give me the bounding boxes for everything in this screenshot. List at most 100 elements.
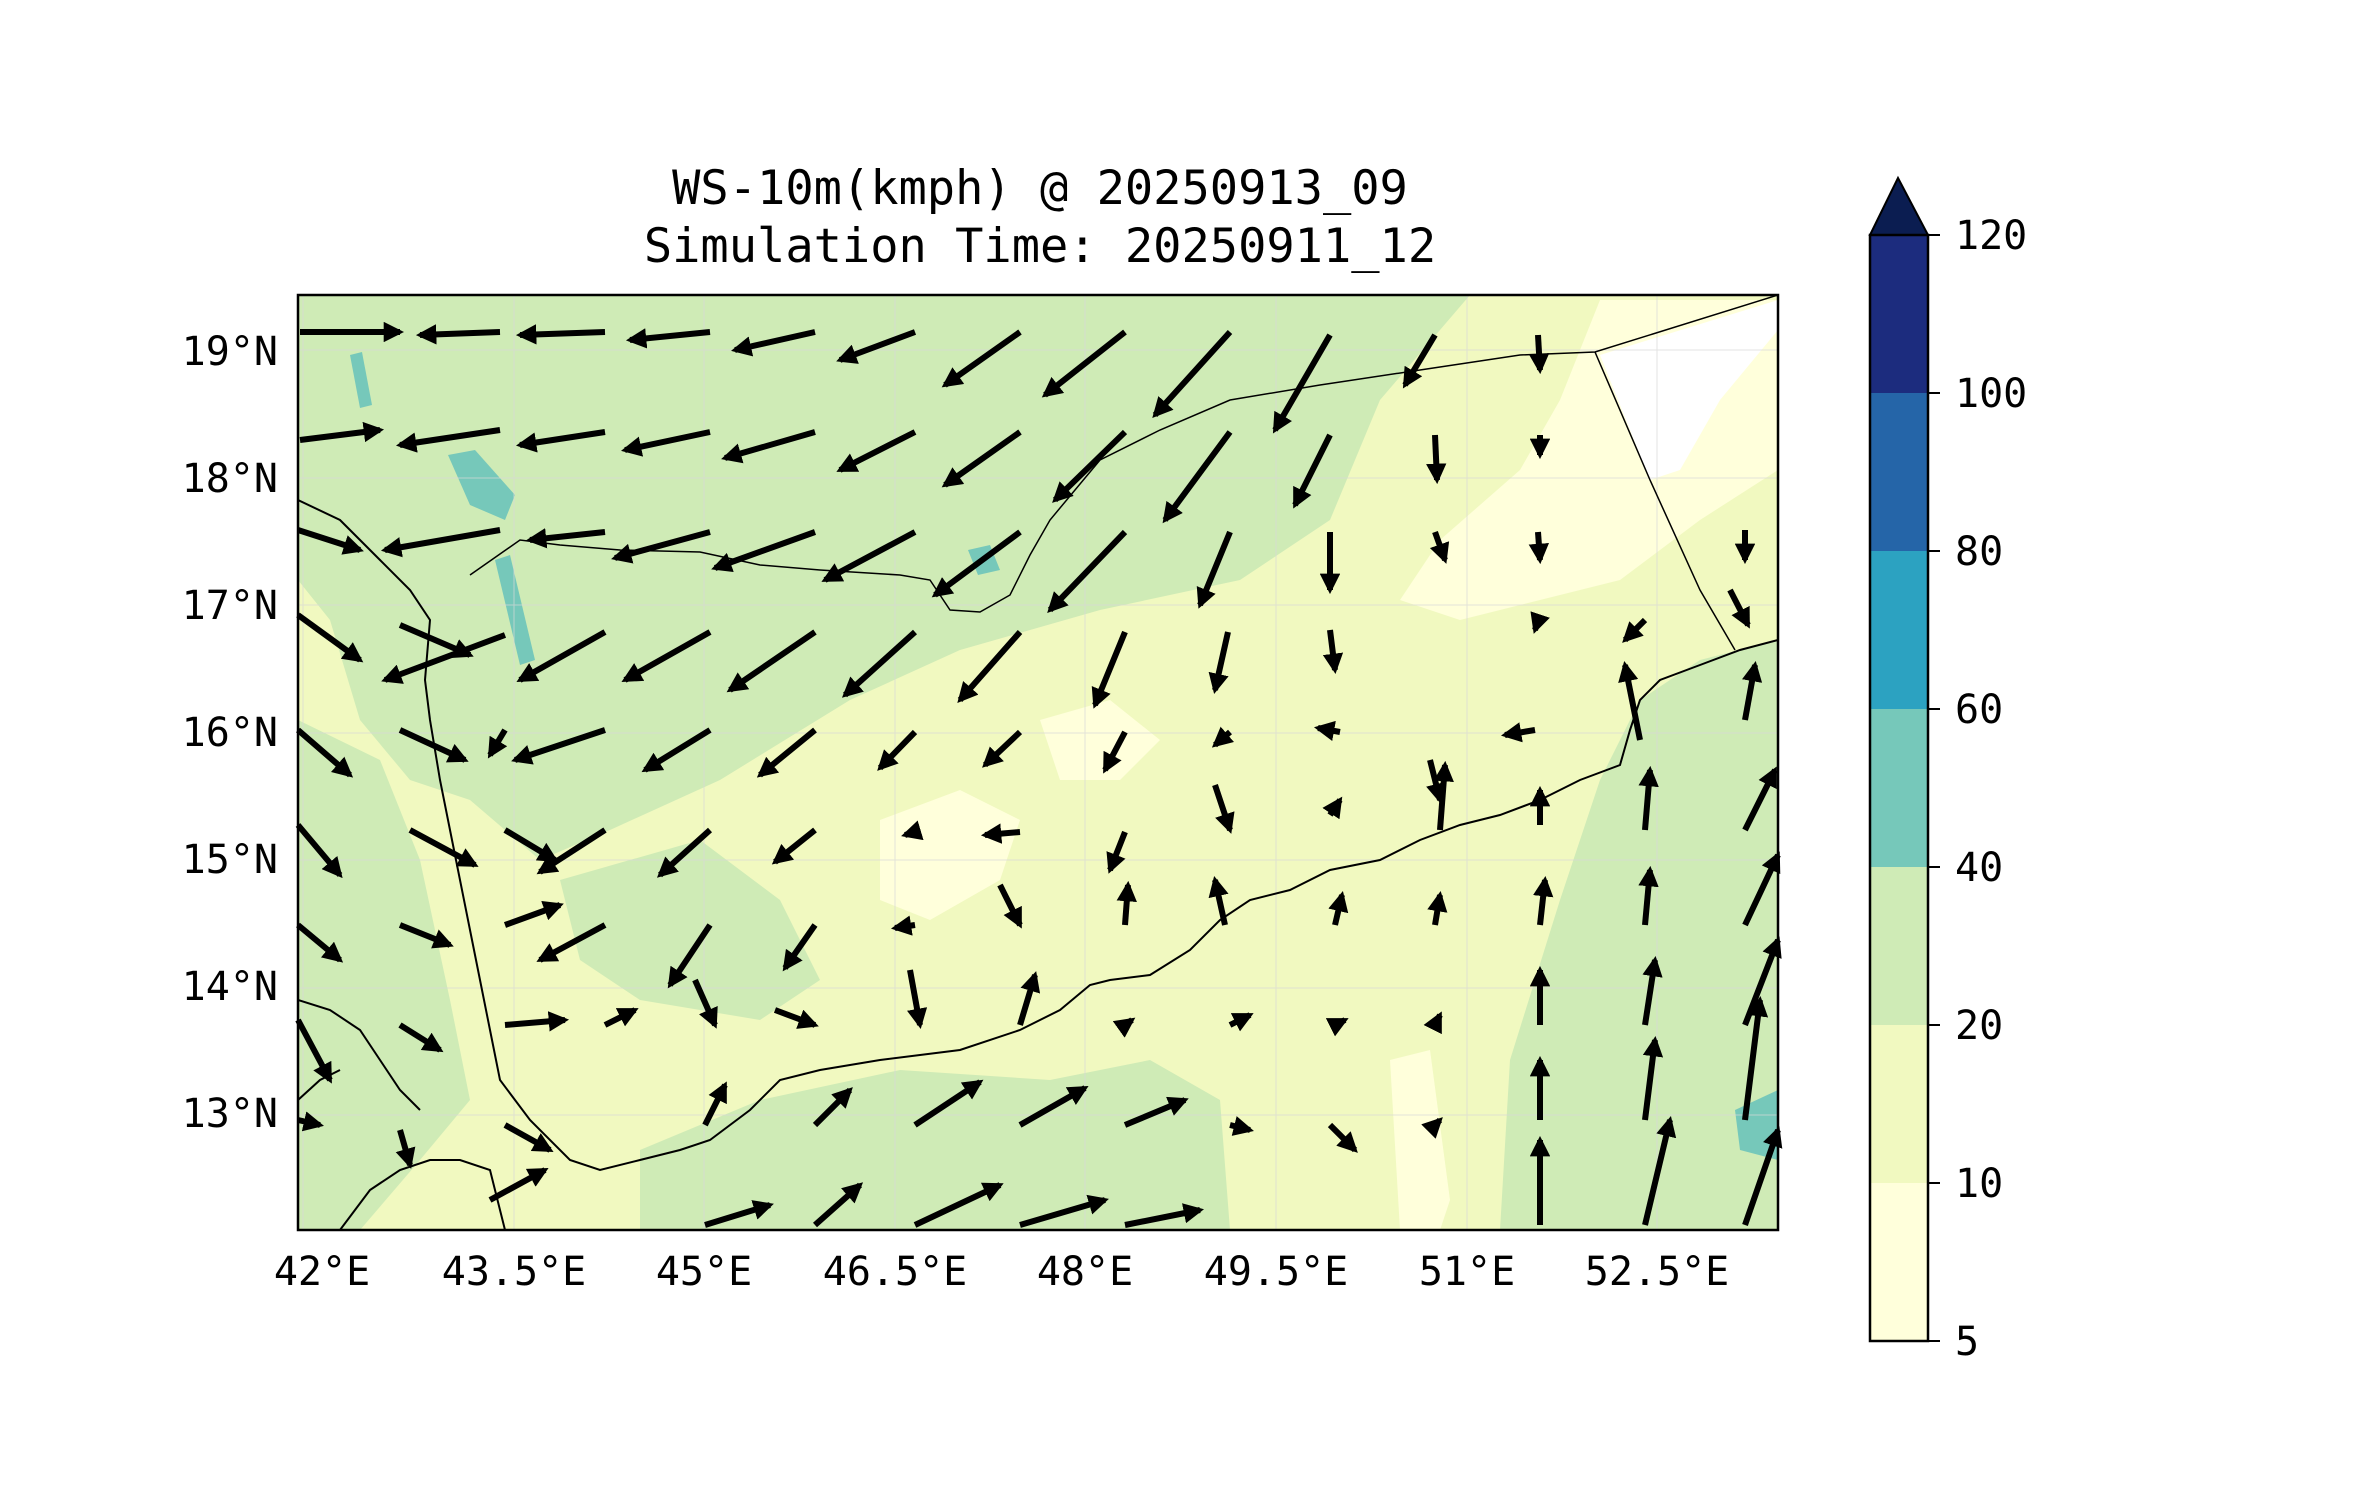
wind-arrow-129 [1019,1194,1109,1228]
wind-arrow-69 [536,827,607,875]
wind-arrow-75 [1212,784,1235,834]
wind-arrow-39 [381,632,507,684]
wind-arrow-109 [1642,955,1663,1026]
wind-arrow-46 [1208,631,1231,694]
wind-arrow-76 [1322,796,1343,820]
wind-arrow-95 [1742,851,1781,927]
wind-arrow-113 [702,1081,728,1127]
wind-arrow-25 [380,527,501,558]
wind-arrow-124 [395,1129,416,1169]
wind-arrow-5 [836,329,917,364]
wind-arrow-66 [295,823,343,879]
wind-arrow-103 [1017,971,1041,1026]
lat-tick-18N: 18°N [182,456,278,502]
colorbar-segment-5-10 [1870,1183,1928,1341]
colorbar-label-40: 40 [1955,845,2003,891]
wind-arrow-58 [982,729,1023,768]
wind-arrow-119 [1327,1122,1358,1153]
colorbar-label-80: 80 [1955,529,2003,575]
wind-arrow-3 [625,328,711,349]
wind-arrow-56 [756,727,817,778]
colorbar-label-60: 60 [1955,687,2003,733]
wind-arrow-84 [536,922,607,963]
wind-arrow-37 [296,612,364,663]
lon-tick-42E: 42°E [274,1249,370,1295]
latitude-ticks: 19°N 18°N 17°N 16°N 15°N 14°N 13°N [182,329,278,1137]
wind-arrow-133 [1742,1126,1783,1226]
lon-tick-51E: 51°E [1419,1249,1515,1295]
wind-arrow-52 [398,727,469,763]
wind-arrow-2 [515,324,606,345]
wind-arrow-90 [1208,876,1229,926]
wind-arrow-120 [1421,1117,1443,1139]
wind-arrow-26 [525,528,606,549]
lat-tick-15N: 15°N [182,837,278,883]
wind-arrow-19 [1052,429,1128,503]
wind-arrow-85 [667,923,713,989]
wind-arrow-43 [841,629,918,698]
wind-arrow-122 [1642,1035,1664,1121]
wind-arrow-21 [1292,433,1333,509]
wind-arrow-72 [901,820,924,841]
wind-arrow-91 [1328,891,1349,926]
wind-arrow-115 [913,1079,984,1128]
wind-arrow-67 [408,827,479,868]
wind-arrow-101 [773,1007,819,1029]
wind-arrow-116 [1018,1085,1089,1128]
wind-arrow-114 [812,1087,853,1128]
wind-arrow-94 [1638,865,1659,926]
title-line-2: Simulation Time: 20250911_12 [643,219,1437,274]
wind-arrow-112 [503,1122,554,1153]
wind-arrow-54 [511,727,606,765]
wind-arrow-88 [997,883,1023,929]
wind-arrow-111 [297,1111,324,1132]
wind-arrow-16 [721,429,816,464]
colorbar-label-20: 20 [1955,1003,2003,1049]
wind-arrow-59 [1102,730,1128,774]
wind-arrow-64 [1618,660,1643,741]
wind-arrow-24 [297,527,364,555]
wind-arrow-44 [957,630,1023,704]
lon-tick-43.5E: 43.5°E [442,1249,587,1295]
wind-arrow-61 [1313,720,1341,741]
lon-tick-48E: 48°E [1037,1249,1133,1295]
map-area [298,295,1778,1230]
wind-arrow-42 [726,629,817,693]
lon-tick-46.5E: 46.5°E [823,1249,968,1295]
wind-arrow-40 [516,629,607,683]
wind-arrow-106 [1325,1017,1349,1037]
colorbar-extend-arrow [1868,175,1930,236]
wind-arrow-4 [731,329,816,357]
contour-40-60-c [350,352,372,408]
wind-arrow-130 [1124,1203,1205,1228]
wind-arrow-97 [398,1022,444,1053]
lat-tick-17N: 17°N [182,583,278,629]
wind-arrow-123 [1742,995,1769,1121]
wind-arrow-81 [296,922,344,963]
lon-tick-49.5E: 49.5°E [1204,1249,1349,1295]
wind-arrow-107 [1423,1011,1443,1035]
wind-arrow-17 [836,429,917,473]
wind-arrow-20 [1162,430,1233,524]
wind-arrow-105 [1228,1012,1254,1032]
wind-vectors [295,321,1783,1228]
wind-arrow-71 [771,827,817,865]
contour-20-40-east [1500,640,1778,1230]
map-frame [296,293,1780,1232]
wind-arrow-50 [1727,588,1751,629]
wind-arrow-104 [1112,1017,1136,1038]
wind-arrow-12 [299,421,385,443]
wind-arrow-125 [488,1167,549,1203]
colorbar-ticks [1928,234,1940,1342]
wind-arrow-28 [711,529,817,573]
wind-arrow-89 [1116,880,1137,926]
colorbar-segment-60-80 [1870,551,1928,709]
wind-arrow-57 [877,729,918,771]
wind-arrow-93 [1533,875,1554,926]
contour-20-40-west [298,720,470,1230]
colorbar-label-120: 120 [1955,213,2027,259]
wind-arrow-117 [1123,1096,1189,1128]
wind-arrow-118 [1229,1116,1254,1136]
wind-arrow-35 [1528,531,1550,565]
